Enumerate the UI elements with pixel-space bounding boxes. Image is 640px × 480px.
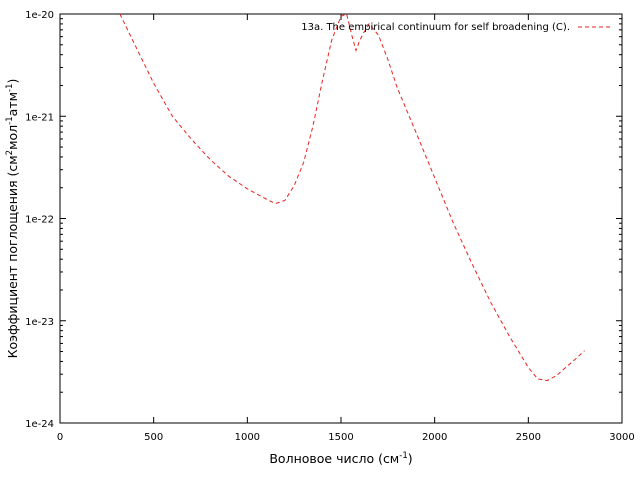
y-tick-label: 1e-23 <box>25 317 54 328</box>
y-axis-title: Коэффициент поглощения (см2мол-1атм-1) <box>5 79 20 359</box>
x-tick-label: 0 <box>57 432 63 443</box>
x-tick-label: 1500 <box>328 432 353 443</box>
x-axis-title: Волновое число (см-1) <box>269 451 412 466</box>
legend-label: 13a. The empirical continuum for self br… <box>301 22 570 33</box>
y-tick-label: 1e-21 <box>25 112 54 123</box>
x-tick-label: 1000 <box>235 432 260 443</box>
series-line <box>119 14 585 382</box>
x-tick-label: 2500 <box>516 432 541 443</box>
y-tick-label: 1e-20 <box>25 10 54 21</box>
x-tick-label: 500 <box>144 432 163 443</box>
y-tick-label: 1e-22 <box>25 215 54 226</box>
y-tick-label: 1e-24 <box>25 419 54 430</box>
x-tick-label: 2000 <box>422 432 447 443</box>
x-tick-label: 3000 <box>609 432 634 443</box>
